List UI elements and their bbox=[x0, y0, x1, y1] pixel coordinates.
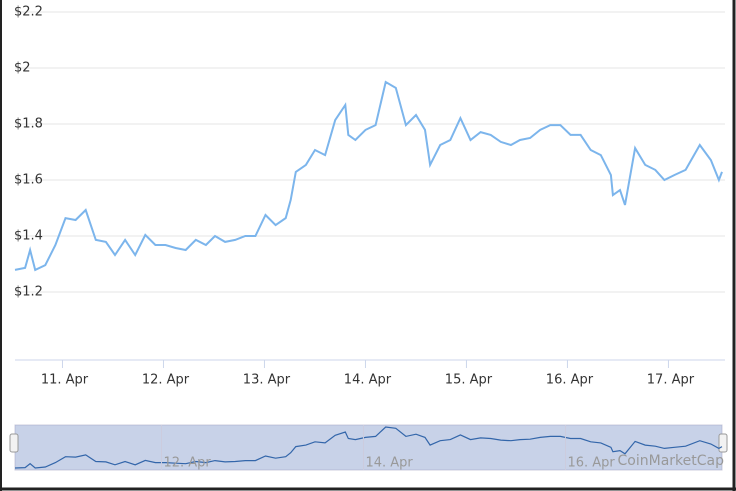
y-tick-label: $1.8 bbox=[14, 117, 43, 132]
x-tick-label: 11. Apr bbox=[41, 373, 89, 388]
navigator-line bbox=[14, 426, 723, 469]
y-tick-label: $1.2 bbox=[14, 285, 43, 300]
navigator-tick-label: 14. Apr bbox=[365, 456, 413, 471]
x-tick-label: 16. Apr bbox=[546, 373, 594, 388]
y-tick-label: $1.6 bbox=[14, 173, 43, 188]
x-tick-label: 15. Apr bbox=[445, 373, 493, 388]
y-tick-label: $2.2 bbox=[14, 5, 43, 20]
navigator-tick-label: 16. Apr bbox=[567, 456, 615, 471]
navigator-handle[interactable] bbox=[718, 433, 728, 453]
price-line bbox=[14, 80, 723, 272]
x-tick-label: 17. Apr bbox=[647, 373, 695, 388]
x-tick-label: 13. Apr bbox=[243, 373, 291, 388]
y-tick-label: $1.4 bbox=[14, 229, 43, 244]
credit: CoinMarketCap bbox=[618, 453, 725, 469]
navigator-tick-label: 12. Apr bbox=[163, 456, 211, 471]
x-tick-label: 12. Apr bbox=[142, 373, 190, 388]
navigator-handle[interactable] bbox=[9, 433, 19, 453]
y-tick-label: $2 bbox=[14, 61, 31, 76]
navigator-mask[interactable] bbox=[15, 425, 722, 470]
navigator-background bbox=[14, 424, 723, 471]
x-tick-label: 14. Apr bbox=[344, 373, 392, 388]
navigator bbox=[9, 424, 728, 471]
